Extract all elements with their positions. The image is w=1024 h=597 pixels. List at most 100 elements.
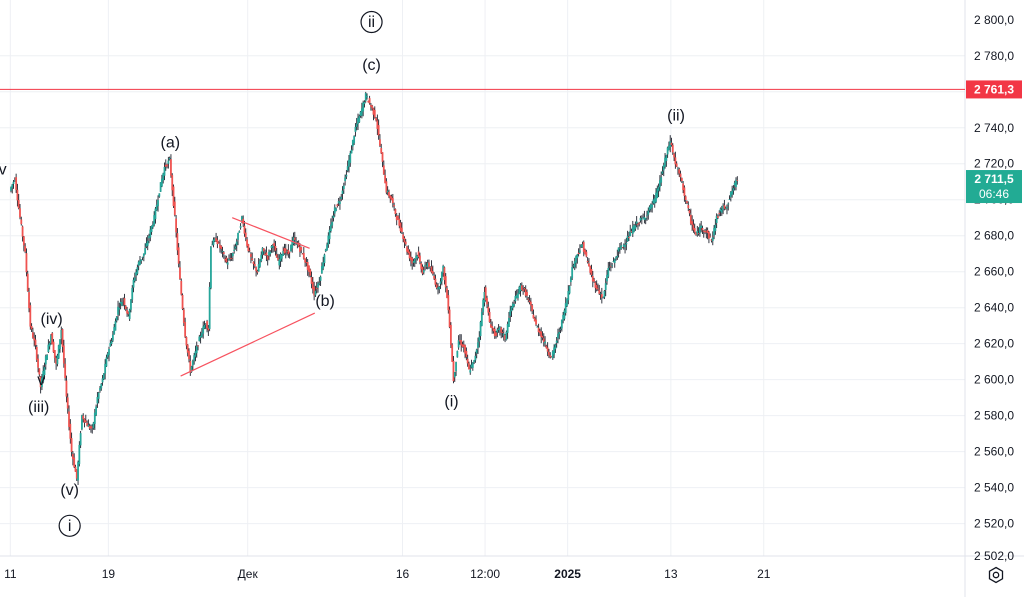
candle-body bbox=[359, 111, 362, 116]
candle-body bbox=[585, 251, 588, 257]
candle-body bbox=[175, 218, 177, 233]
candle-body bbox=[380, 148, 383, 154]
candle-body bbox=[576, 254, 579, 259]
candle-body bbox=[731, 190, 734, 195]
candle-body bbox=[314, 290, 317, 296]
candle-body bbox=[57, 345, 60, 359]
candle-body bbox=[686, 201, 688, 204]
candle-body bbox=[163, 166, 166, 176]
candle-body bbox=[197, 345, 199, 347]
candle-body bbox=[344, 177, 347, 182]
candle-body bbox=[48, 342, 51, 347]
candle-body bbox=[409, 256, 412, 261]
candle-body bbox=[589, 265, 592, 273]
wave-label: (a) bbox=[161, 135, 181, 152]
candle-body bbox=[11, 184, 14, 188]
candle-body bbox=[274, 245, 277, 251]
candle-body bbox=[550, 356, 553, 358]
candle-body bbox=[43, 367, 46, 376]
candle-body bbox=[398, 218, 401, 226]
candle-body bbox=[353, 136, 356, 144]
candle-body bbox=[226, 262, 229, 265]
candle-body bbox=[24, 246, 27, 252]
candle-body bbox=[118, 308, 121, 310]
wave-label: (b) bbox=[315, 293, 335, 310]
candle-body bbox=[133, 277, 136, 281]
candle-body bbox=[337, 201, 340, 203]
candle-body bbox=[110, 341, 113, 344]
candle-body bbox=[608, 266, 611, 268]
candle-body bbox=[696, 231, 699, 235]
candle-body bbox=[349, 153, 352, 163]
candle-body bbox=[350, 149, 353, 154]
candle-body bbox=[10, 187, 12, 191]
candle-body bbox=[624, 244, 626, 248]
candle-body bbox=[420, 263, 423, 270]
candle-body bbox=[56, 355, 59, 365]
candle-body bbox=[713, 227, 715, 236]
candle-body bbox=[424, 264, 426, 267]
current-price-label: 2 711,5 bbox=[974, 172, 1014, 186]
candle-body bbox=[395, 215, 398, 221]
candle-body bbox=[402, 234, 405, 239]
candle-body bbox=[65, 380, 68, 397]
candle-body bbox=[449, 324, 452, 345]
candle-body bbox=[637, 223, 639, 225]
candle-body bbox=[515, 294, 518, 298]
candle-body bbox=[362, 102, 365, 112]
candle-body bbox=[615, 257, 617, 259]
candle-body bbox=[69, 423, 72, 439]
candle-body bbox=[123, 298, 126, 306]
candle-body bbox=[332, 215, 335, 219]
candle-body bbox=[588, 263, 590, 267]
candle-body bbox=[351, 139, 354, 147]
candle-body bbox=[391, 197, 394, 204]
candle-body bbox=[732, 188, 735, 191]
candle-body bbox=[296, 244, 299, 246]
candle-body bbox=[302, 252, 305, 259]
candle-body bbox=[567, 291, 570, 301]
candle-body bbox=[73, 457, 76, 467]
candle-body bbox=[666, 147, 669, 155]
candle-body bbox=[319, 276, 322, 281]
candle-body bbox=[137, 261, 140, 266]
candle-body bbox=[117, 306, 119, 315]
candle-body bbox=[564, 303, 567, 314]
candle-body bbox=[166, 164, 168, 167]
candle-body bbox=[99, 388, 101, 391]
candle-body bbox=[655, 192, 657, 202]
candle-body bbox=[455, 362, 457, 372]
candle-body bbox=[308, 265, 310, 272]
candle-body bbox=[722, 205, 725, 210]
candle-body bbox=[144, 248, 147, 255]
candle-body bbox=[385, 181, 388, 193]
candle-body bbox=[92, 422, 95, 429]
candle-body bbox=[379, 139, 381, 146]
candle-body bbox=[649, 204, 652, 210]
candle-body bbox=[52, 341, 55, 353]
candle-body bbox=[662, 165, 665, 171]
candle-body bbox=[559, 329, 562, 330]
chart-settings-button[interactable] bbox=[982, 562, 1010, 588]
candle-body bbox=[21, 226, 24, 237]
candle-body bbox=[305, 262, 308, 263]
candle-body bbox=[238, 231, 241, 233]
candle-body bbox=[259, 260, 261, 267]
candle-body bbox=[653, 198, 656, 204]
candle-body bbox=[563, 310, 566, 319]
candle-body bbox=[16, 189, 19, 201]
time-axis-label: 21 bbox=[757, 567, 771, 581]
candle-body bbox=[242, 218, 245, 224]
candle-body bbox=[669, 141, 672, 148]
candle-body bbox=[53, 350, 56, 359]
candle-body bbox=[688, 210, 691, 214]
candle-body bbox=[697, 233, 700, 234]
level-price-label: 2 761,3 bbox=[974, 82, 1014, 96]
candle-body bbox=[479, 321, 482, 337]
candle-body bbox=[221, 250, 224, 252]
candle-body bbox=[97, 392, 100, 399]
candle-body bbox=[324, 249, 327, 252]
candle-body bbox=[290, 245, 292, 252]
candle-body bbox=[38, 368, 41, 375]
